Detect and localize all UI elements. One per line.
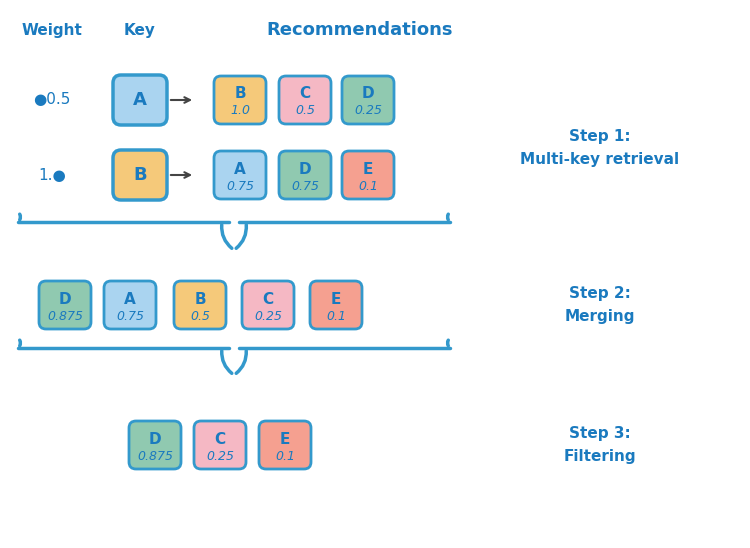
Text: ●0.5: ●0.5 bbox=[33, 93, 70, 107]
Text: A: A bbox=[234, 162, 246, 176]
FancyBboxPatch shape bbox=[259, 421, 311, 469]
Text: Step 1:
Multi-key retrieval: Step 1: Multi-key retrieval bbox=[520, 129, 680, 167]
Text: 0.5: 0.5 bbox=[295, 105, 315, 117]
FancyBboxPatch shape bbox=[104, 281, 156, 329]
Text: D: D bbox=[362, 87, 374, 101]
FancyBboxPatch shape bbox=[129, 421, 181, 469]
FancyBboxPatch shape bbox=[113, 150, 167, 200]
Text: 1.0: 1.0 bbox=[230, 105, 250, 117]
Text: 0.1: 0.1 bbox=[358, 180, 378, 192]
FancyBboxPatch shape bbox=[279, 151, 331, 199]
Text: 0.875: 0.875 bbox=[137, 449, 173, 463]
Text: 0.25: 0.25 bbox=[206, 449, 234, 463]
Text: A: A bbox=[133, 91, 147, 109]
Text: E: E bbox=[331, 292, 341, 306]
Text: 0.1: 0.1 bbox=[275, 449, 295, 463]
Text: C: C bbox=[214, 431, 226, 447]
Text: B: B bbox=[134, 166, 147, 184]
Text: E: E bbox=[363, 162, 374, 176]
FancyBboxPatch shape bbox=[174, 281, 226, 329]
Text: 0.1: 0.1 bbox=[326, 310, 346, 323]
Text: Key: Key bbox=[124, 22, 156, 37]
Text: Weight: Weight bbox=[22, 22, 82, 37]
Text: Step 2:
Merging: Step 2: Merging bbox=[565, 287, 635, 324]
Text: Step 3:
Filtering: Step 3: Filtering bbox=[564, 426, 636, 464]
FancyBboxPatch shape bbox=[279, 76, 331, 124]
Text: 0.75: 0.75 bbox=[226, 180, 254, 192]
FancyBboxPatch shape bbox=[214, 76, 266, 124]
Text: A: A bbox=[124, 292, 136, 306]
FancyBboxPatch shape bbox=[310, 281, 362, 329]
Text: 0.75: 0.75 bbox=[116, 310, 144, 323]
Text: 1.●: 1.● bbox=[38, 168, 66, 182]
FancyBboxPatch shape bbox=[39, 281, 91, 329]
Text: C: C bbox=[262, 292, 274, 306]
Text: D: D bbox=[58, 292, 71, 306]
FancyBboxPatch shape bbox=[242, 281, 294, 329]
Text: 0.5: 0.5 bbox=[190, 310, 210, 323]
FancyBboxPatch shape bbox=[342, 151, 394, 199]
Text: Recommendations: Recommendations bbox=[267, 21, 453, 39]
Text: 0.25: 0.25 bbox=[254, 310, 282, 323]
Text: D: D bbox=[148, 431, 161, 447]
Text: 0.75: 0.75 bbox=[291, 180, 319, 192]
FancyBboxPatch shape bbox=[194, 421, 246, 469]
FancyBboxPatch shape bbox=[342, 76, 394, 124]
Text: B: B bbox=[234, 87, 246, 101]
FancyBboxPatch shape bbox=[113, 75, 167, 125]
FancyBboxPatch shape bbox=[214, 151, 266, 199]
Text: B: B bbox=[194, 292, 206, 306]
Text: C: C bbox=[299, 87, 310, 101]
Text: 0.25: 0.25 bbox=[354, 105, 382, 117]
Text: E: E bbox=[280, 431, 290, 447]
Text: D: D bbox=[298, 162, 311, 176]
Text: 0.875: 0.875 bbox=[47, 310, 83, 323]
